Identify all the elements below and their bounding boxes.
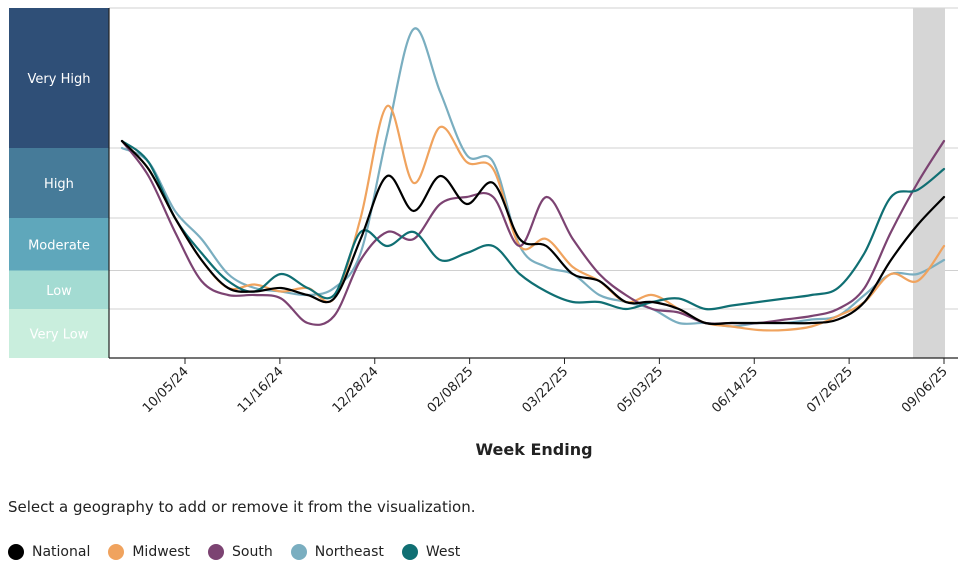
legend-item-national[interactable]: National xyxy=(8,544,90,560)
level-label-high: High xyxy=(44,177,74,192)
legend-label-midwest: Midwest xyxy=(132,544,191,560)
legend-label-northeast: Northeast xyxy=(314,544,384,560)
legend-label-west: West xyxy=(425,544,461,560)
northeast-dot-icon xyxy=(290,544,307,560)
x-tick-label: 02/08/25 xyxy=(425,364,477,416)
x-axis-title: Week Ending xyxy=(475,440,592,459)
level-label-very-low: Very Low xyxy=(30,328,89,343)
legend-label-national: National xyxy=(32,544,91,560)
level-label-moderate: Moderate xyxy=(28,238,90,253)
west-dot-icon xyxy=(401,544,418,560)
level-band-very-high xyxy=(9,8,109,148)
x-tick-label: 05/03/25 xyxy=(614,364,666,416)
level-band-high xyxy=(9,148,109,218)
level-band-moderate xyxy=(9,218,109,271)
instruction-text: Select a geography to add or remove it f… xyxy=(8,498,476,516)
x-tick-label: 10/05/24 xyxy=(140,364,192,416)
national-dot-icon xyxy=(8,544,24,560)
legend-item-northeast[interactable]: Northeast xyxy=(290,544,384,560)
x-tick-label: 11/16/24 xyxy=(235,364,287,416)
series-line-south xyxy=(120,139,946,326)
series-line-northeast xyxy=(120,27,946,328)
x-tick-label: 12/28/24 xyxy=(330,364,382,416)
legend-item-west[interactable]: West xyxy=(401,544,461,560)
south-dot-icon xyxy=(208,544,225,560)
series-line-national xyxy=(120,139,946,326)
legend-item-south[interactable]: South xyxy=(208,544,273,560)
x-tick-label: 07/26/25 xyxy=(804,364,856,416)
level-label-low: Low xyxy=(46,284,72,299)
x-tick-label: 09/06/25 xyxy=(899,364,951,416)
level-band-low xyxy=(9,270,109,309)
x-tick-label: 03/22/25 xyxy=(519,364,571,416)
level-label-very-high: Very High xyxy=(28,72,91,87)
legend-item-midwest[interactable]: Midwest xyxy=(108,544,190,560)
x-tick-label: 06/14/25 xyxy=(709,364,761,416)
legend-label-south: South xyxy=(232,544,273,560)
level-band-very-low xyxy=(9,309,109,358)
legend: National Midwest South Northeast West xyxy=(8,544,460,560)
line-chart: Very High High Moderate Low Very Low 10/05/2… xyxy=(9,7,958,459)
midwest-dot-icon xyxy=(108,544,125,560)
